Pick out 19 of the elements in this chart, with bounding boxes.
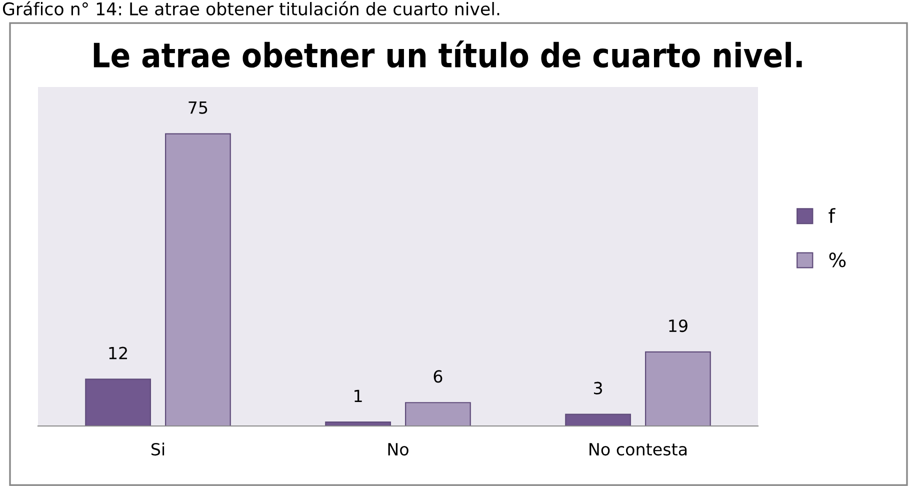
chart-title: Le atrae obetner un título de cuarto nivel.: [94, 40, 802, 68]
x-tick-label: No contesta: [590, 443, 687, 456]
legend-label: f: [828, 208, 836, 223]
x-tick-label: Si: [151, 442, 164, 456]
bar: [165, 133, 231, 426]
bar: [325, 422, 391, 426]
data-label: 75: [188, 101, 208, 114]
x-tick-label: No: [388, 443, 408, 456]
data-label: 12: [109, 346, 127, 360]
bar: [565, 414, 631, 426]
data-label: 19: [669, 319, 688, 332]
data-label: 6: [434, 370, 442, 383]
data-label: 3: [594, 382, 602, 394]
bar: [85, 378, 151, 426]
text: Gráfico n° 14: Le atrae obtener titulación de cuarto nivel.: [2, 1, 500, 16]
legend-label: %: [829, 252, 846, 268]
data-label: 1: [354, 390, 362, 402]
bar: [645, 351, 711, 426]
bar: [405, 402, 471, 426]
